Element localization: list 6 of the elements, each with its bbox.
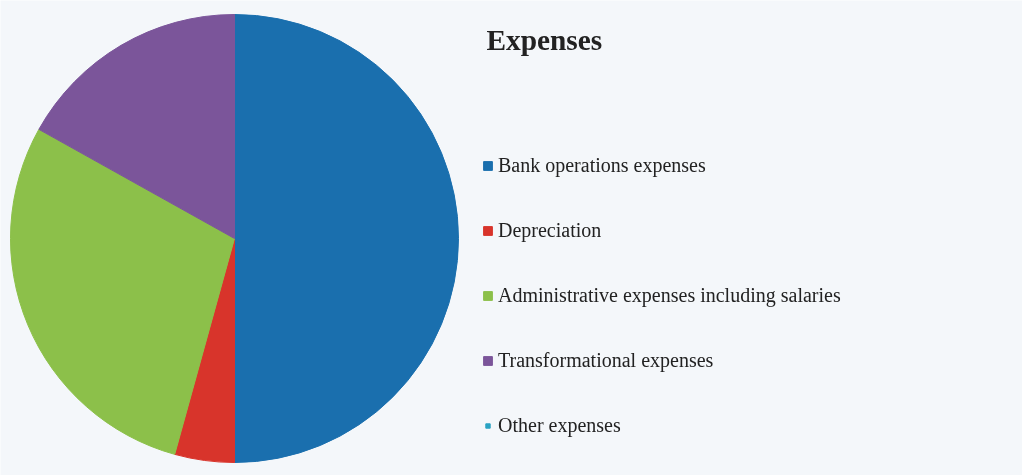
legend-label: Depreciation xyxy=(498,219,602,242)
legend-label: Administrative expenses including salaries xyxy=(498,284,841,307)
legend-label: Transformational expenses xyxy=(498,349,714,372)
legend-label: Bank operations expenses xyxy=(498,154,706,177)
chart-title: Expenses xyxy=(486,23,603,56)
legend-label: Other expenses xyxy=(498,414,621,437)
